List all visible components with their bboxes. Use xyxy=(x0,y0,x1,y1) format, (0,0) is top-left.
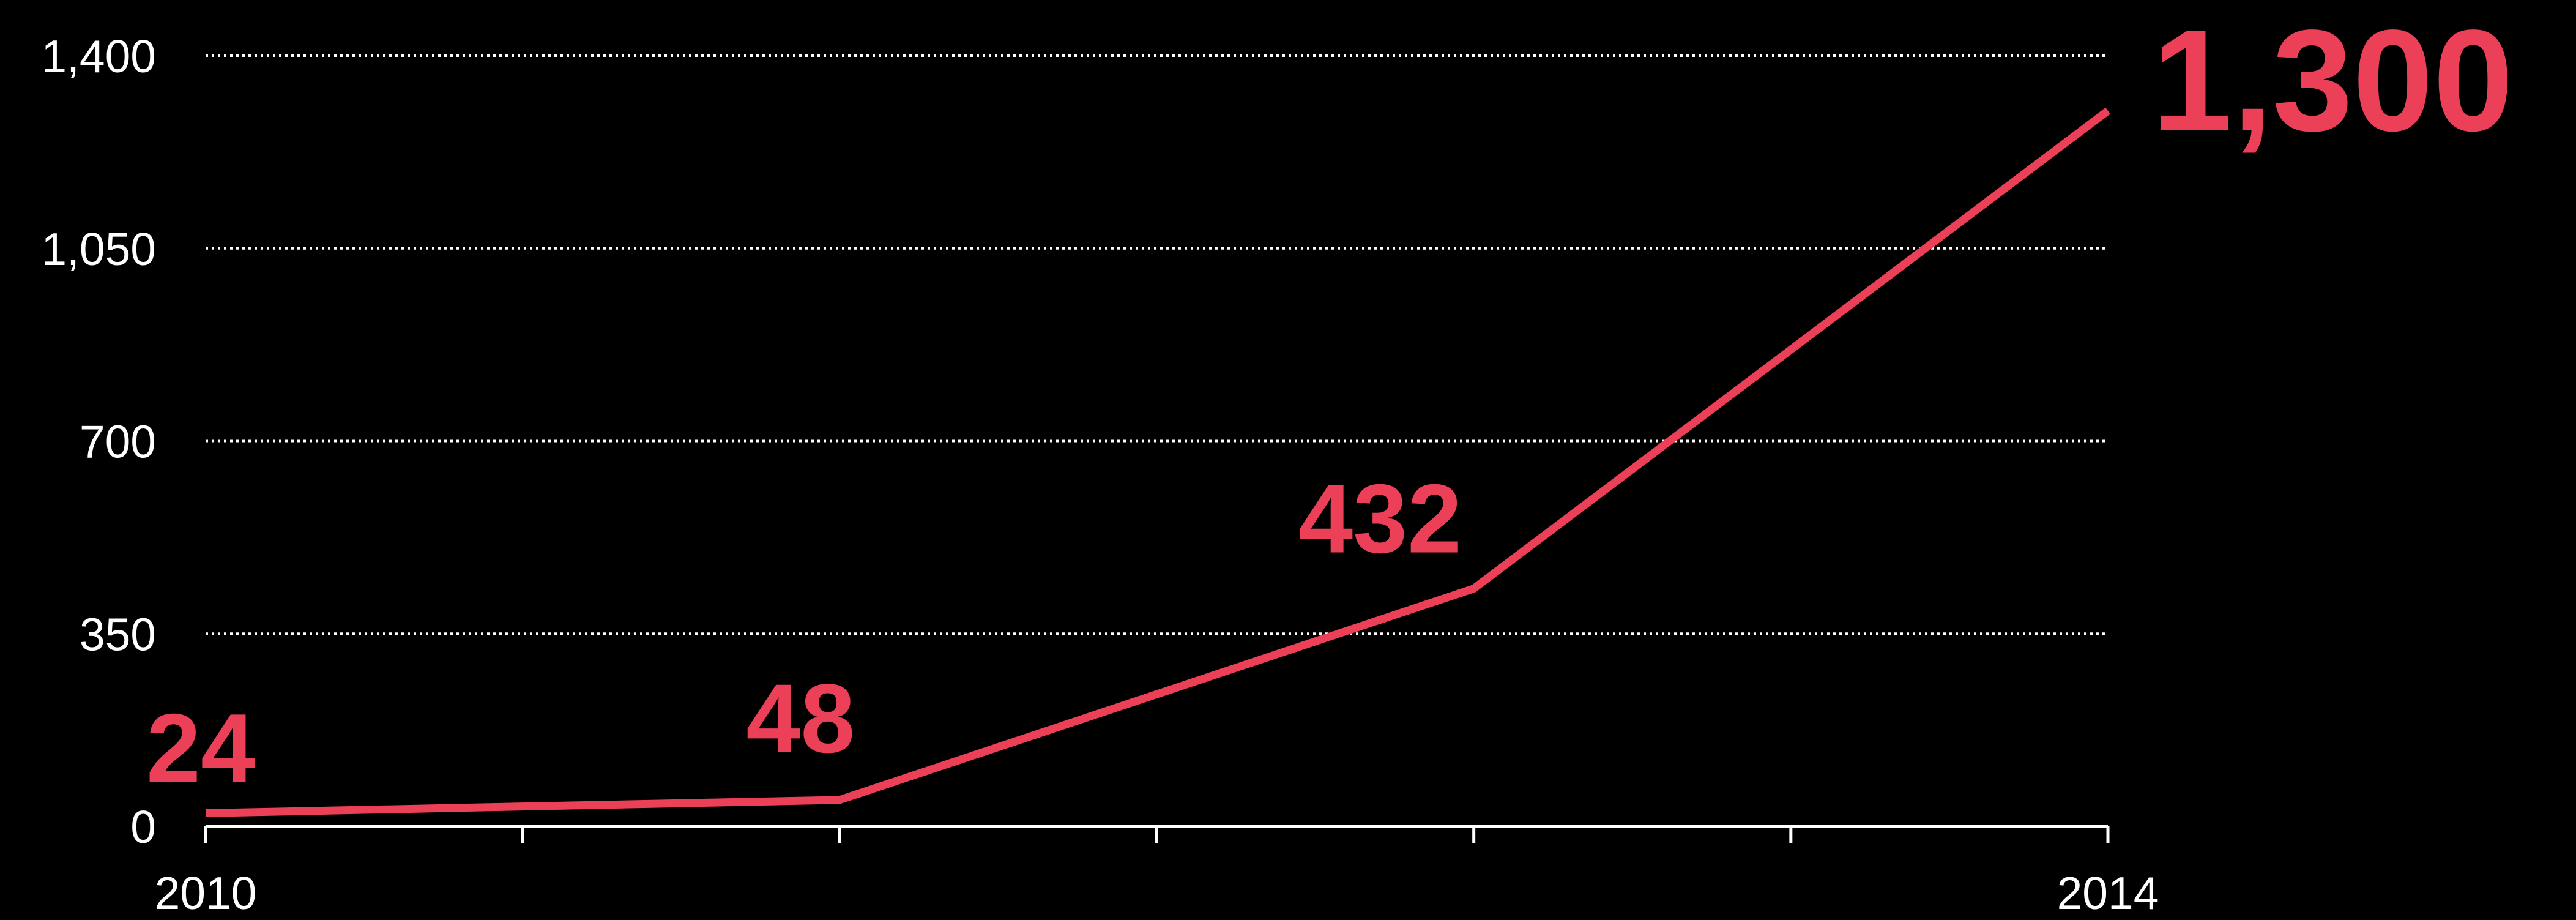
value-label: 48 xyxy=(746,664,855,773)
value-label: 1,300 xyxy=(2152,0,2514,162)
x-tick-label: 2014 xyxy=(2057,867,2159,919)
data-line xyxy=(205,107,2110,817)
y-tick-label: 1,400 xyxy=(41,31,156,82)
y-tick-label: 1,050 xyxy=(41,223,156,275)
value-label: 432 xyxy=(1298,464,1462,574)
y-tick-label: 700 xyxy=(80,416,156,468)
x-tick-label: 2010 xyxy=(155,867,257,919)
y-tick-label: 350 xyxy=(80,608,156,660)
value-label: 24 xyxy=(146,693,255,802)
y-tick-label: 0 xyxy=(130,801,156,853)
